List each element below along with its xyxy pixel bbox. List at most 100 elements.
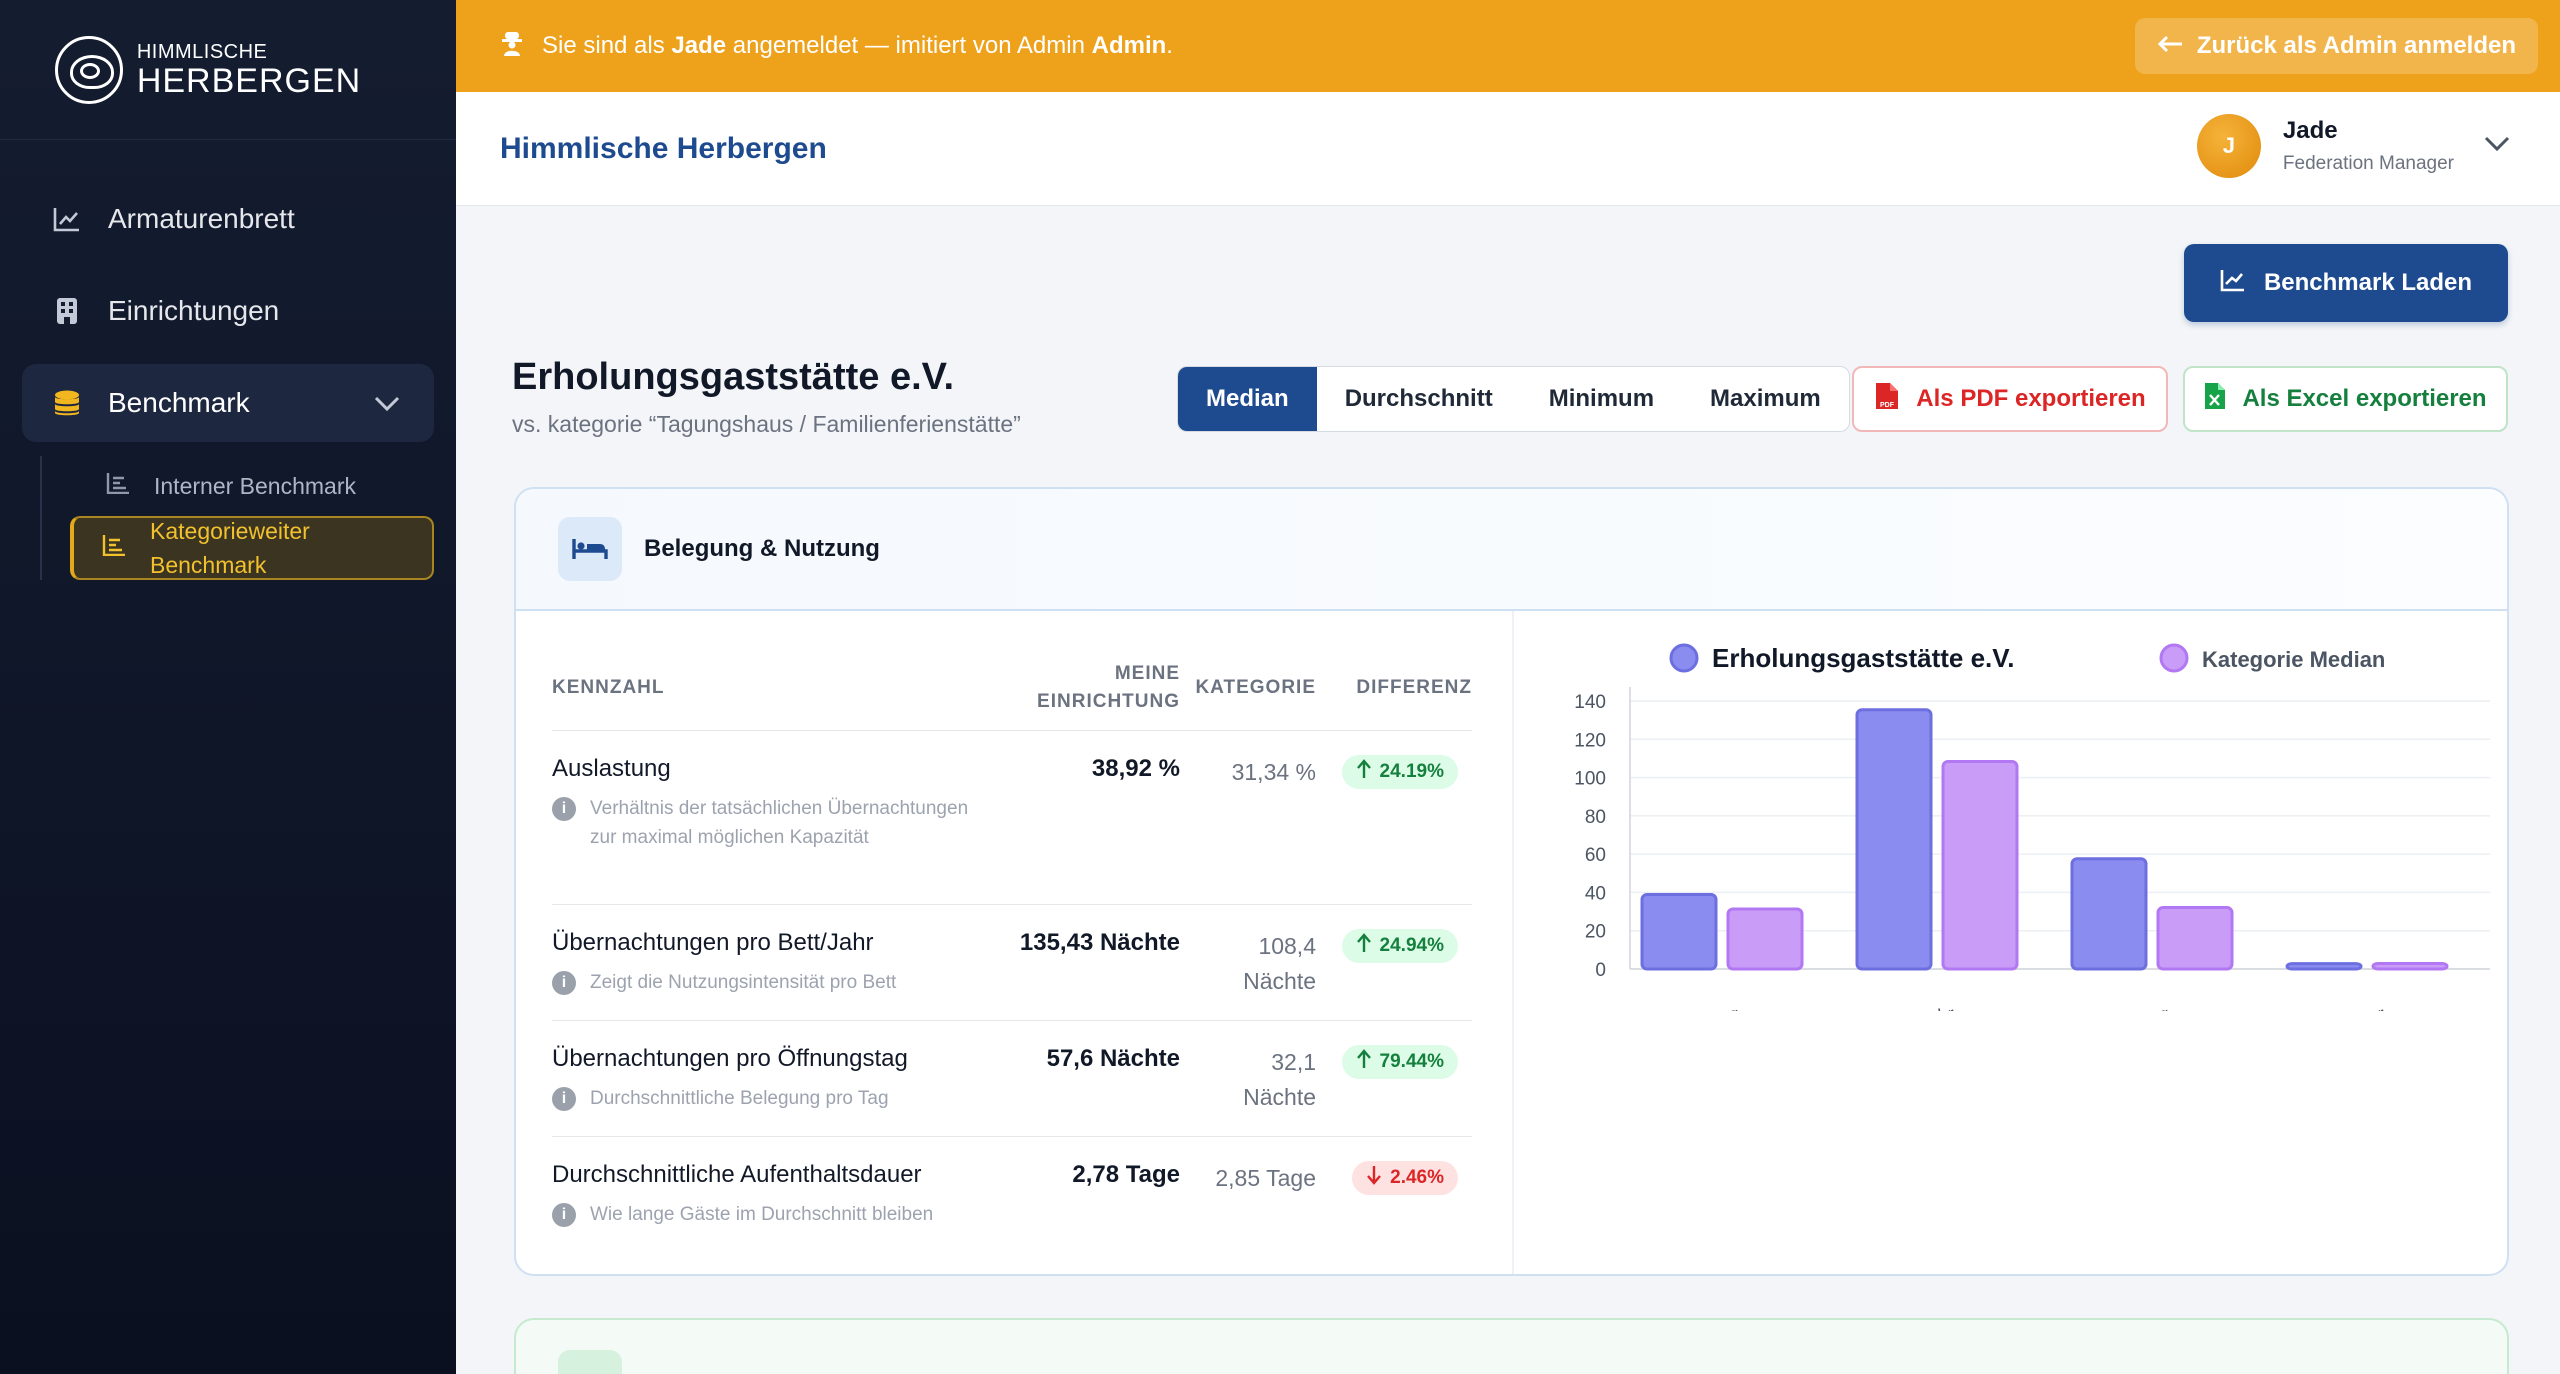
main-nav: Armaturenbrett Einrichtungen Benchmark I… (0, 140, 456, 580)
col-header-kennzahl: KENNZAHL (552, 676, 665, 698)
x-tick-label: Auslastung (1650, 1003, 1741, 1011)
building-icon (52, 296, 82, 326)
x-tick-label: Übernachtungen pro Bett/Jahr (1715, 1003, 1956, 1011)
table-header: KENNZAHL MEINE EINRICHTUNG KATEGORIE DIF… (552, 645, 1472, 731)
brand-logo-icon (54, 35, 123, 104)
col-header-difference: DIFFERENZ (1356, 676, 1472, 698)
table-row: Übernachtungen pro Öffnungstag i Durchsch… (552, 1021, 1472, 1137)
sidebar-subitem-category-benchmark[interactable]: Kategorieweiter Benchmark (70, 516, 434, 580)
y-tick-label: 140 (1574, 692, 1606, 713)
back-to-admin-button[interactable]: Zurück als Admin anmelden (2134, 18, 2538, 74)
sidebar-item-label: Armaturenbrett (108, 203, 295, 234)
metric-description: Durchschnittliche Belegung pro Tag (590, 1088, 889, 1109)
card-header: Belegung & Nutzung (516, 489, 2507, 611)
chart-line-icon (52, 204, 82, 234)
load-benchmark-button[interactable]: Benchmark Laden (2184, 244, 2508, 322)
banner-text: Sie sind als Jade angemeldet — imitiert … (542, 32, 1173, 59)
section-icon (558, 1350, 622, 1374)
chart-bar (1941, 759, 2019, 971)
metric-description: Verhältnis der tatsächlichen Übernachtun… (590, 798, 969, 848)
legend-label: Kategorie Median (2202, 647, 2385, 672)
chevron-down-icon (2484, 136, 2510, 157)
category-value: 108,4 Nächte (1243, 933, 1316, 994)
metric-description: Wie lange Gäste im Durchschnitt bleiben (590, 1204, 934, 1225)
sidebar-subitem-internal-benchmark[interactable]: Interner Benchmark (74, 456, 456, 516)
facility-subtitle: vs. kategorie “Tagungshaus / Familienfer… (512, 411, 1021, 437)
chart-bar (2371, 962, 2449, 971)
metric-name: Auslastung (552, 755, 671, 782)
info-icon[interactable]: i (552, 1087, 576, 1111)
arrow-up-icon (1356, 759, 1372, 785)
pdf-file-icon: PDF (1874, 381, 1900, 418)
bar-list-icon (106, 472, 132, 500)
stat-mode-minimum[interactable]: Minimum (1548, 385, 1655, 412)
excel-file-icon (2204, 382, 2226, 417)
category-value: 31,34 % (1231, 759, 1316, 785)
y-tick-label: 60 (1585, 845, 1606, 866)
facility-name: Erholungsgaststätte e.V. (512, 356, 955, 398)
coins-icon (52, 388, 82, 418)
top-header: Himmlische Herbergen J Jade Federation M… (456, 92, 2560, 206)
stat-mode-median[interactable]: Median (1178, 367, 1317, 431)
sidebar: HIMMLISCHE HERBERGEN Armaturenbrett Einr… (0, 0, 456, 1374)
chart-line-icon (2220, 268, 2246, 299)
difference-badge: 79.44% (1341, 1045, 1458, 1079)
metric-name: Übernachtungen pro Bett/Jahr (552, 929, 874, 956)
y-tick-label: 40 (1585, 883, 1606, 904)
y-tick-label: 0 (1595, 960, 1606, 981)
chart-bar (2285, 962, 2363, 971)
next-section-card (514, 1318, 2509, 1374)
difference-badge: 24.19% (1341, 755, 1458, 789)
arrow-up-icon (1356, 1049, 1372, 1075)
metric-name: Übernachtungen pro Öffnungstag (552, 1045, 908, 1072)
user-menu[interactable]: J Jade Federation Manager (2196, 114, 2510, 178)
difference-badge: 24.94% (1341, 929, 1458, 963)
table-row: Übernachtungen pro Bett/Jahr i Zeigt die … (552, 905, 1472, 1021)
page-title: Himmlische Herbergen (500, 131, 827, 165)
col-header-category: KATEGORIE (1195, 676, 1316, 698)
bar-list-icon (102, 531, 128, 566)
chevron-down-icon (374, 387, 400, 419)
export-pdf-button[interactable]: PDF Als PDF exportieren (1852, 366, 2168, 432)
stat-mode-average[interactable]: Durchschnitt (1344, 385, 1493, 412)
legend-marker (1669, 643, 1699, 673)
info-icon[interactable]: i (552, 1203, 576, 1227)
user-secret-icon (502, 30, 522, 63)
arrow-left-icon (2157, 32, 2183, 60)
legend-marker (2159, 643, 2189, 673)
y-tick-label: 20 (1585, 922, 1606, 943)
brand[interactable]: HIMMLISCHE HERBERGEN (0, 0, 456, 140)
metric-name: Durchschnittliche Aufenthaltsdauer (552, 1161, 922, 1188)
chart-bar (1855, 708, 1933, 971)
chart-bar (1640, 892, 1718, 971)
arrow-up-icon (1356, 933, 1372, 959)
metrics-table: KENNZAHL MEINE EINRICHTUNG KATEGORIE DIF… (552, 645, 1472, 1253)
export-excel-button[interactable]: Als Excel exportieren (2183, 366, 2508, 432)
info-icon[interactable]: i (552, 971, 576, 995)
table-row: Durchschnittliche Aufenthaltsdauer i Wie … (552, 1137, 1472, 1253)
info-icon[interactable]: i (552, 797, 576, 821)
user-name: Jade (2282, 117, 2338, 144)
sidebar-item-benchmark[interactable]: Benchmark (22, 364, 434, 442)
section-title: Belegung & Nutzung (644, 535, 880, 562)
sidebar-item-label: Benchmark (108, 387, 250, 418)
metric-description: Zeigt die Nutzungsintensität pro Bett (590, 972, 897, 993)
difference-badge: 2.46% (1352, 1161, 1458, 1195)
benchmark-subnav: Interner Benchmark Kategorieweiter Bench… (40, 456, 456, 580)
user-role: Federation Manager (2282, 153, 2454, 174)
y-tick-label: 80 (1585, 807, 1606, 828)
col-header-mine: MEINE EINRICHTUNG (1037, 662, 1180, 712)
stat-mode-maximum[interactable]: Maximum (1710, 385, 1821, 412)
avatar: J (2196, 114, 2261, 178)
chart-bar (2070, 857, 2148, 971)
chart-bar (1726, 907, 1804, 971)
category-value: 32,1 Nächte (1243, 1049, 1316, 1110)
sidebar-item-facilities[interactable]: Einrichtungen (22, 272, 434, 350)
legend-label: Erholungsgaststätte e.V. (1712, 643, 2014, 673)
table-row: Auslastung i Verhältnis der tatsächlichen… (552, 731, 1472, 905)
svg-text:PDF: PDF (1880, 402, 1895, 409)
sidebar-item-dashboard[interactable]: Armaturenbrett (22, 180, 434, 258)
sidebar-item-label: Einrichtungen (108, 295, 280, 326)
y-tick-label: 100 (1574, 769, 1606, 790)
my-value: 38,92 % (1091, 755, 1180, 782)
